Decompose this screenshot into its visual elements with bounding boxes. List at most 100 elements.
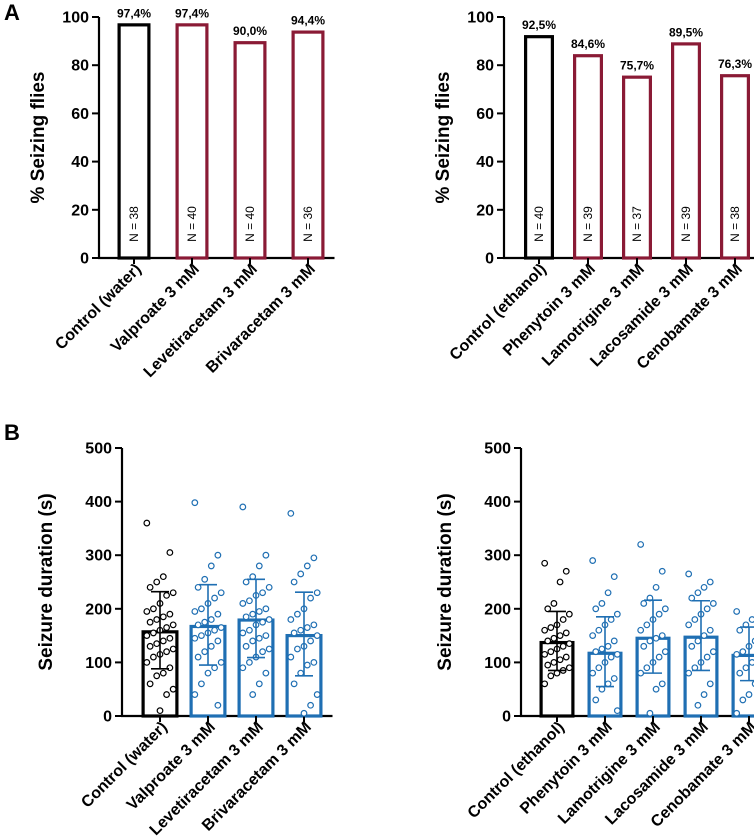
data-point	[239, 503, 247, 511]
data-point	[544, 605, 552, 613]
data-point	[688, 642, 696, 650]
data-point	[562, 629, 570, 637]
data-point	[265, 583, 273, 591]
data-point	[159, 573, 167, 581]
data-point	[661, 605, 669, 613]
data-point	[207, 642, 215, 650]
data-point	[733, 709, 741, 717]
data-point	[255, 608, 263, 615]
y-tick-label: 60	[476, 106, 494, 123]
data-point	[556, 656, 564, 664]
y-axis-label: % Seizing flies	[433, 72, 454, 204]
data-point	[163, 648, 170, 656]
data-point	[733, 608, 741, 615]
data-point	[287, 509, 295, 517]
panel-label-a: A	[4, 0, 20, 25]
data-point	[655, 653, 663, 661]
data-point	[191, 499, 199, 507]
data-point	[166, 549, 174, 556]
data-point	[262, 669, 270, 677]
data-point	[592, 648, 600, 656]
data-point	[589, 557, 597, 564]
data-point	[191, 634, 199, 642]
data-point	[191, 691, 199, 698]
data-point	[313, 589, 321, 597]
data-point	[748, 659, 754, 666]
data-point	[201, 575, 209, 583]
y-tick-label: 20	[476, 202, 494, 219]
data-point	[201, 648, 209, 656]
data-point	[242, 578, 250, 586]
data-point	[217, 659, 225, 666]
data-point	[214, 610, 222, 618]
y-tick-label: 40	[71, 154, 89, 171]
data-point	[169, 589, 177, 597]
data-point	[249, 691, 257, 698]
data-point	[156, 707, 164, 715]
n-label: N = 38	[728, 206, 742, 242]
data-point	[739, 648, 747, 656]
y-tick-label: 100	[467, 10, 494, 27]
data-point	[287, 653, 295, 661]
data-point	[556, 632, 564, 639]
value-label: 84,6%	[571, 37, 605, 51]
category-label: Brivaracetam 3 mM	[203, 261, 319, 377]
y-tick-label: 300	[484, 548, 511, 565]
data-point	[169, 621, 177, 629]
data-point	[313, 691, 321, 698]
n-label: N = 40	[532, 206, 546, 242]
data-point	[652, 685, 660, 693]
data-point	[745, 691, 753, 698]
data-point	[217, 624, 225, 631]
data-point	[688, 594, 696, 602]
data-point	[153, 616, 161, 623]
value-label: 97,4%	[175, 6, 209, 20]
data-point	[748, 616, 754, 623]
data-point	[655, 610, 663, 618]
data-point	[259, 589, 266, 597]
y-tick-label: 400	[85, 494, 112, 511]
data-point	[646, 709, 654, 717]
data-point	[153, 578, 161, 586]
data-point	[598, 600, 606, 607]
data-point	[541, 680, 549, 688]
data-point	[592, 696, 600, 704]
value-label: 92,5%	[522, 18, 556, 32]
data-point	[143, 519, 151, 527]
y-tick-label: 0	[80, 251, 89, 268]
data-point	[565, 664, 573, 672]
data-point	[303, 661, 311, 669]
data-point	[201, 618, 209, 626]
data-point	[610, 573, 618, 581]
data-point	[694, 589, 702, 597]
data-point	[694, 701, 702, 709]
data-point	[706, 578, 714, 586]
y-tick-label: 100	[484, 655, 511, 672]
data-point	[613, 707, 621, 715]
y-tick-label: 100	[85, 655, 112, 672]
data-point	[159, 613, 167, 621]
data-point	[550, 600, 558, 607]
data-point	[310, 554, 318, 562]
data-point	[640, 642, 648, 650]
data-point	[287, 616, 295, 623]
y-axis-label: % Seizing flies	[28, 72, 49, 204]
data-point	[547, 648, 555, 656]
data-point	[207, 616, 215, 623]
data-point	[307, 594, 314, 602]
data-point	[163, 691, 170, 698]
category-label: Valproate 3 mM	[124, 719, 219, 814]
data-point	[643, 621, 651, 629]
data-point	[259, 648, 266, 656]
data-point	[565, 610, 573, 618]
data-point	[146, 583, 154, 591]
data-point	[559, 616, 567, 623]
data-point	[739, 696, 747, 704]
y-tick-label: 80	[71, 58, 89, 75]
data-point	[239, 664, 247, 672]
data-point	[610, 637, 618, 645]
data-point	[547, 624, 555, 631]
data-point	[217, 589, 225, 597]
data-point	[191, 608, 199, 615]
data-point	[685, 621, 693, 629]
